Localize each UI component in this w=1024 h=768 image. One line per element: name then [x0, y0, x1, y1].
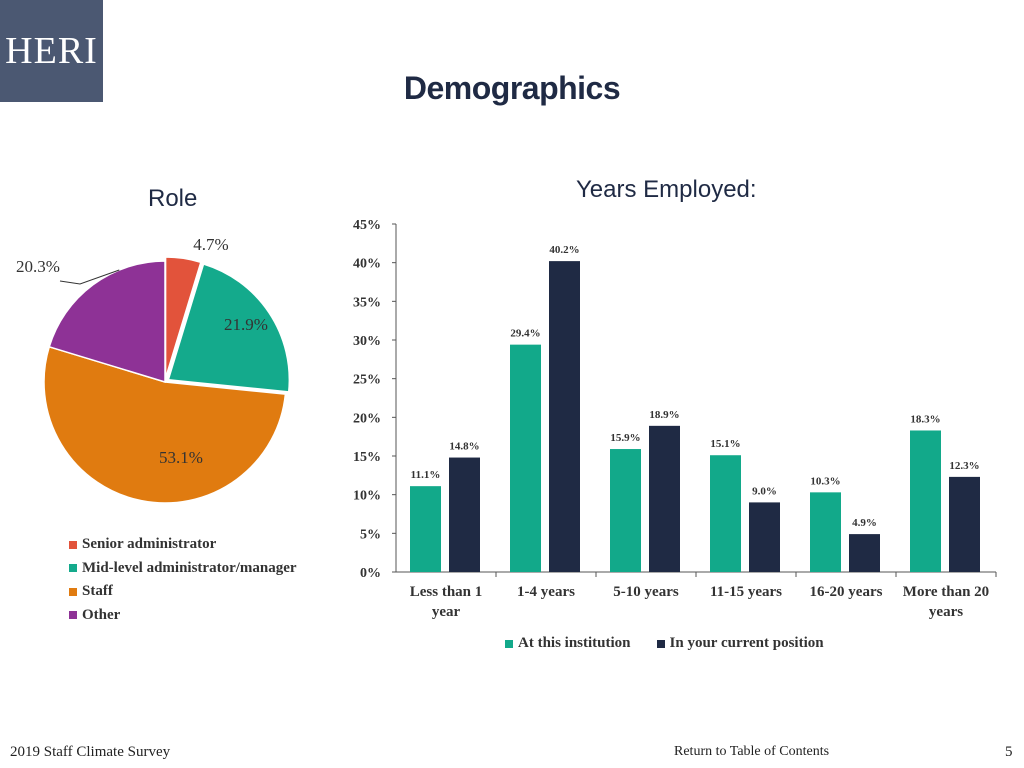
- logo-text: HERI: [5, 30, 98, 72]
- legend-item-mid-level-administrator: Mid-level administrator/manager: [69, 557, 297, 581]
- legend-swatch: [69, 564, 77, 573]
- y-tick-label: 40%: [353, 257, 381, 272]
- years-chart-title: Years Employed:: [576, 176, 757, 203]
- legend-label: Other: [82, 606, 121, 623]
- legend-label: At this institution: [518, 635, 631, 652]
- y-tick-label: 30%: [353, 334, 381, 349]
- bar-value-label: 4.9%: [852, 517, 877, 529]
- bar-value-label: 11.1%: [411, 469, 441, 481]
- bar-value-label: 40.2%: [549, 244, 579, 256]
- legend-swatch: [656, 639, 665, 648]
- page-title: Demographics: [403, 70, 621, 106]
- pie-slice: [43, 345, 287, 504]
- bar-value-label: 18.9%: [649, 409, 679, 421]
- pie-value-label: 4.7%: [193, 235, 228, 254]
- bar: [649, 425, 680, 572]
- x-tick-label: 16-20 years: [810, 584, 883, 600]
- bar-value-label: 15.9%: [610, 432, 640, 444]
- legend-item-at-this-institution: At this institution: [505, 632, 631, 656]
- pie-value-label: 20.3%: [16, 257, 60, 276]
- x-tick-label: year: [432, 604, 461, 620]
- survey-name: 2019 Staff Climate Survey: [10, 744, 171, 760]
- bar-value-label: 9.0%: [752, 485, 777, 497]
- bar: [410, 486, 441, 572]
- bar: [810, 492, 841, 572]
- y-tick-label: 0%: [360, 566, 381, 581]
- pie-slice: [48, 260, 166, 384]
- bar: [749, 502, 780, 572]
- bar: [710, 455, 741, 572]
- bar: [910, 430, 941, 572]
- legend-swatch: [69, 587, 77, 596]
- legend-label: Mid-level administrator/manager: [82, 559, 297, 576]
- y-tick-label: 15%: [353, 450, 381, 465]
- y-tick-label: 45%: [353, 218, 381, 233]
- y-tick-label: 10%: [353, 489, 381, 504]
- bar-value-label: 10.3%: [810, 475, 840, 487]
- legend-item-other: Other: [69, 604, 297, 628]
- heri-logo: HERI: [0, 0, 103, 102]
- role-chart-title: Role: [148, 185, 198, 212]
- y-tick-label: 20%: [353, 411, 381, 426]
- bar: [610, 449, 641, 572]
- x-tick-label: 5-10 years: [613, 584, 679, 600]
- x-tick-label: Less than 1: [410, 584, 483, 600]
- legend-item-current-position: In your current position: [656, 632, 824, 656]
- pie-value-label: 53.1%: [159, 448, 203, 467]
- role-legend: Senior administrator Mid-level administr…: [69, 533, 297, 627]
- bar: [949, 476, 980, 572]
- pie-slice: [164, 256, 202, 379]
- years-legend: At this institution In your current posi…: [505, 632, 850, 656]
- bar-value-label: 18.3%: [910, 413, 940, 425]
- x-tick-label: More than 20: [903, 584, 989, 600]
- legend-swatch: [69, 611, 77, 620]
- pie-value-label: 21.9%: [224, 315, 268, 334]
- bar: [549, 261, 580, 572]
- legend-label: In your current position: [669, 635, 824, 652]
- bar-value-label: 12.3%: [949, 460, 979, 472]
- legend-item-senior-administrator: Senior administrator: [69, 533, 297, 557]
- bar: [510, 344, 541, 572]
- x-tick-label: years: [929, 604, 963, 620]
- bar-value-label: 15.1%: [710, 438, 740, 450]
- legend-label: Senior administrator: [82, 536, 217, 553]
- x-tick-label: 1-4 years: [517, 584, 575, 600]
- x-tick-label: 11-15 years: [710, 584, 782, 600]
- toc-link[interactable]: Return to Table of Contents: [674, 744, 830, 759]
- legend-item-staff: Staff: [69, 580, 297, 604]
- legend-label: Staff: [82, 583, 113, 600]
- y-tick-label: 5%: [360, 527, 381, 542]
- page-number: 5: [1005, 744, 1013, 760]
- legend-swatch: [69, 540, 77, 549]
- pie-leader-line: [59, 269, 120, 285]
- pie-slice: [167, 263, 291, 393]
- bar: [849, 534, 880, 572]
- bar-value-label: 29.4%: [510, 328, 540, 340]
- bar-value-label: 14.8%: [449, 441, 479, 453]
- legend-swatch: [505, 639, 513, 648]
- y-tick-label: 25%: [353, 373, 381, 388]
- bar: [449, 457, 480, 572]
- y-tick-label: 35%: [353, 295, 381, 310]
